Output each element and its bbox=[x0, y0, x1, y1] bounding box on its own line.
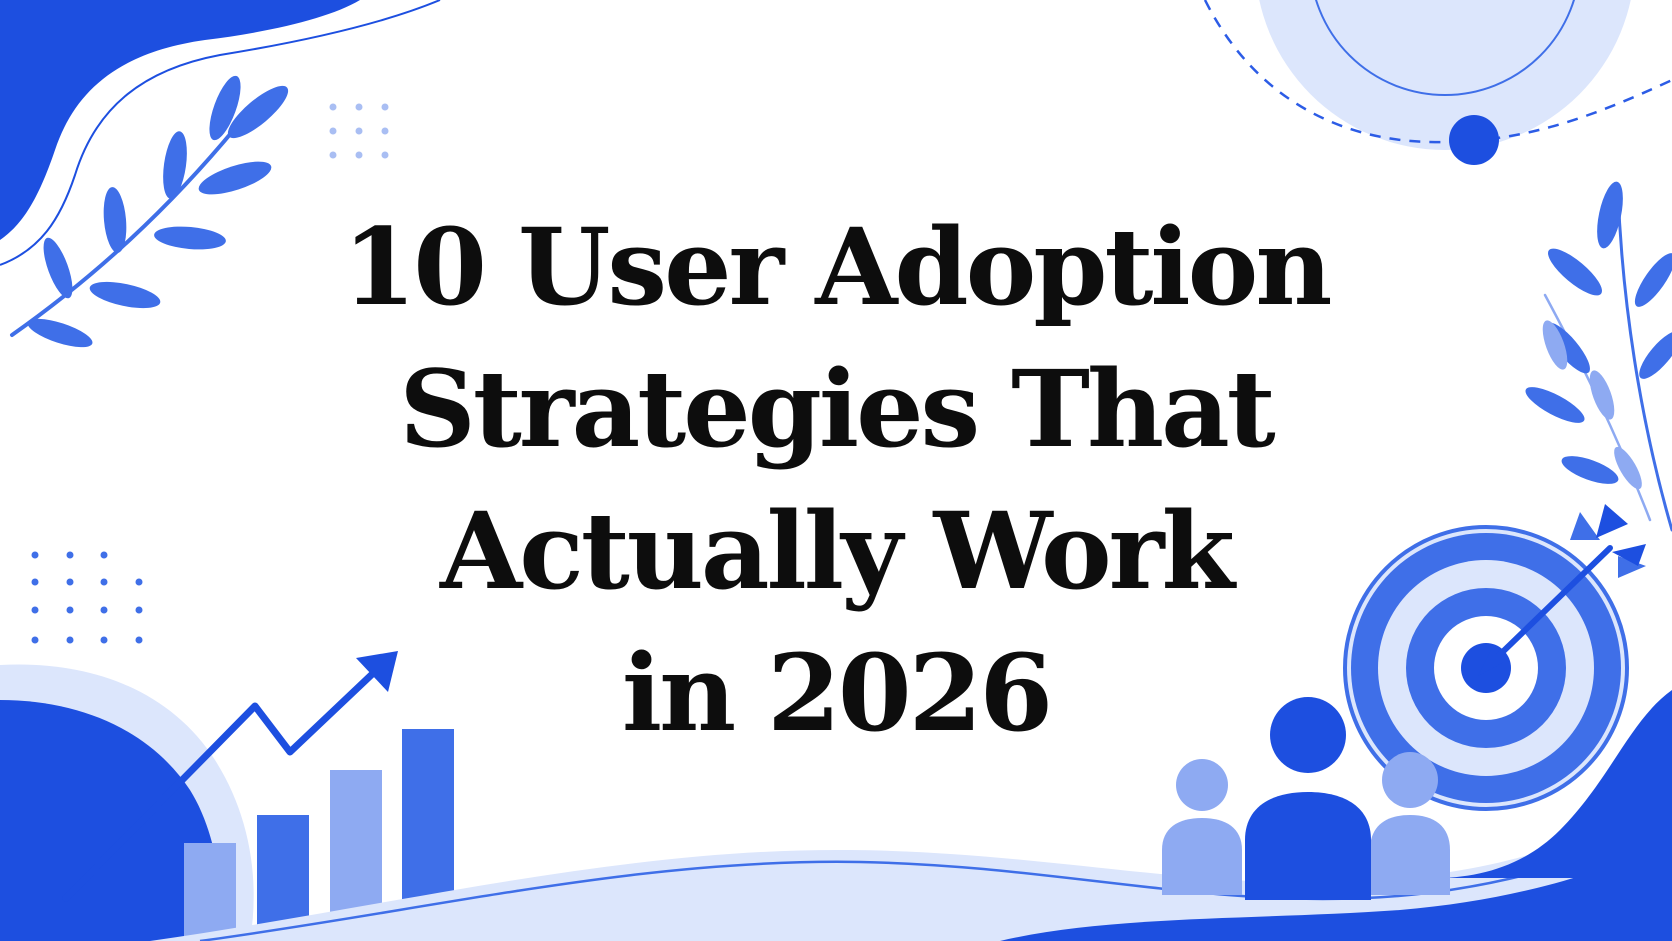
title-line: Strategies That bbox=[399, 346, 1275, 471]
page-title: 10 User Adoption Strategies That Actuall… bbox=[336, 196, 1336, 764]
top-right-circle bbox=[1203, 0, 1672, 165]
leaf-branch-icon bbox=[10, 75, 289, 348]
dot-grid-left bbox=[31, 551, 143, 644]
growth-arrow-icon bbox=[62, 651, 398, 902]
arrow-icon bbox=[1478, 504, 1646, 676]
users-group-icon bbox=[1162, 697, 1450, 900]
title-line: in 2026 bbox=[621, 630, 1053, 755]
dot-grid-top bbox=[329, 103, 389, 159]
title-line: 10 User Adoption bbox=[342, 204, 1333, 329]
leaf-branch-icon bbox=[1525, 181, 1672, 532]
top-left-wave bbox=[0, 0, 441, 266]
title-line: Actually Work bbox=[440, 488, 1235, 613]
bottom-right-blob bbox=[1420, 690, 1672, 879]
